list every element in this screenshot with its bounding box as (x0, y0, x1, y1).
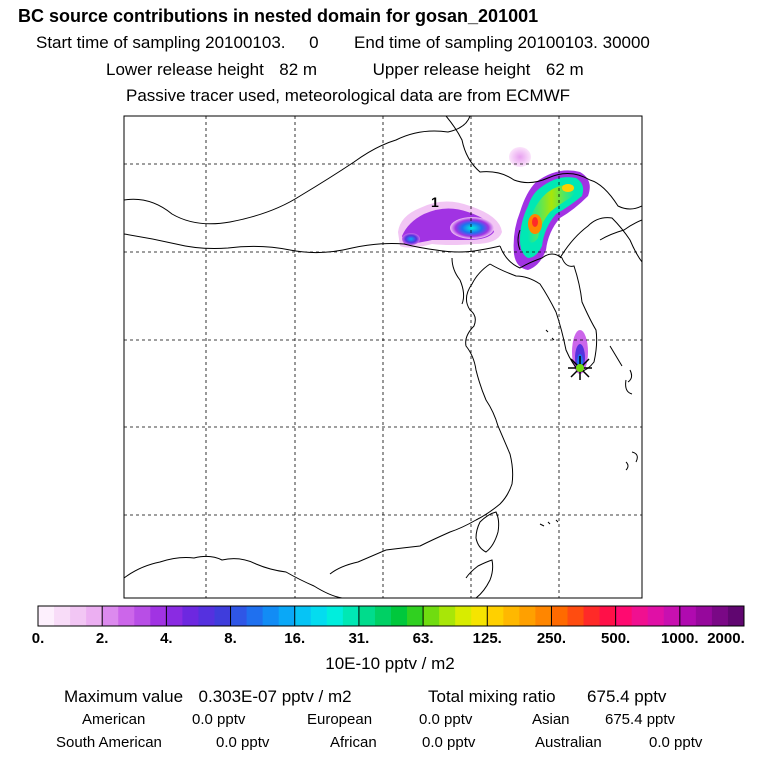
colorbar-tick-label: 4. (160, 630, 173, 647)
colorbar-swatch (663, 606, 681, 626)
colorbar-swatch (471, 606, 488, 626)
colorbar-tick-label: 8. (224, 630, 237, 647)
sampling-times: Start time of sampling 20100103. 0 End t… (36, 33, 650, 53)
max-value-row: Maximum value 0.303E-07 pptv / m2 (64, 687, 352, 707)
colorbar-swatch (407, 606, 424, 626)
upper-release-value: 62 m (545, 60, 584, 79)
colorbar-swatch (166, 606, 183, 626)
colorbar-swatch (262, 606, 280, 626)
colorbar-swatch (246, 606, 264, 626)
contrib-region-label: South American (56, 734, 162, 751)
colorbar-tick-label: 63. (413, 630, 434, 647)
colorbar-swatch (615, 606, 633, 626)
plume-northeast (509, 147, 590, 270)
colorbar-tick-label: 125. (473, 630, 502, 647)
contrib-region-value: 0.0 pptv (422, 734, 476, 751)
contrib-region-label: European (307, 711, 373, 728)
colorbar-swatch (230, 606, 248, 626)
colorbar-tick-label: 250. (537, 630, 566, 647)
colorbar-swatch (599, 606, 617, 626)
colorbar-swatch (535, 606, 552, 626)
contrib-region-value: 0.0 pptv (419, 711, 473, 728)
sampling-start-label: Start time of sampling (36, 33, 201, 52)
colorbar-swatch (198, 606, 215, 626)
colorbar-swatch (439, 606, 456, 626)
upper-release-label: Upper release height (372, 60, 531, 79)
sampling-end-label: End time of sampling (354, 33, 513, 52)
colorbar-tick-label: 2. (96, 630, 109, 647)
colorbar-swatch (647, 606, 665, 626)
contrib-region-label: Asian (532, 711, 570, 728)
contrib-region-label: American (82, 711, 146, 728)
colorbar-swatch (70, 606, 87, 626)
colorbar-swatch (118, 606, 135, 626)
colorbar-tick-label: 16. (284, 630, 305, 647)
colorbar-swatch (310, 606, 328, 626)
lower-release-value: 82 m (279, 60, 318, 79)
sampling-end-value: 20100103. 30000 (517, 33, 650, 52)
colorbar-tick-labels: 0. 2. 4. 8. 16. 31. 63. 125. 250. 500. 1000. 2000. (32, 630, 745, 647)
colorbar-swatch (150, 606, 167, 626)
colorbar-tick-label: 1000. (661, 630, 699, 647)
max-value: 0.303E-07 pptv / m2 (198, 687, 352, 706)
colorbar-swatch (134, 606, 151, 626)
colorbar-tick-label: 2000. (707, 630, 745, 647)
receptor-marker-icon (568, 356, 592, 380)
colorbar-swatch (86, 606, 103, 626)
colorbar (37, 605, 745, 627)
max-value-label: Maximum value (64, 687, 184, 706)
colorbar-swatch (695, 606, 713, 626)
colorbar-swatch (551, 606, 568, 626)
contrib-region-value: 675.4 pptv (605, 711, 676, 728)
colorbar-swatch (182, 606, 199, 626)
colorbar-swatch (294, 606, 312, 626)
sampling-start-value: 20100103. 0 (205, 33, 319, 52)
colorbar-swatch (326, 606, 344, 626)
colorbar-swatch (54, 606, 71, 626)
release-heights: Lower release height 82 m Upper release … (106, 60, 584, 80)
colorbar-swatch (391, 606, 408, 626)
chart-title: BC source contributions in nested domain… (18, 6, 539, 26)
colorbar-swatch (583, 606, 601, 626)
colorbar-swatch (711, 606, 729, 626)
colorbar-swatch (278, 606, 296, 626)
lower-release-label: Lower release height (106, 60, 264, 79)
colorbar-swatch (38, 606, 55, 626)
colorbar-swatch (631, 606, 649, 626)
colorbar-swatch (358, 606, 376, 626)
colorbar-tick-label: 500. (601, 630, 630, 647)
colorbar-swatch (727, 606, 745, 626)
colorbar-swatch (567, 606, 585, 626)
colorbar-swatch (487, 606, 504, 626)
plume-inner-mongolia (398, 201, 502, 248)
colorbar-swatch (423, 606, 440, 626)
contrib-region-value: 0.0 pptv (192, 711, 246, 728)
colorbar-swatch (374, 606, 392, 626)
total-mixing-value: 675.4 pptv (587, 687, 667, 706)
colorbar-swatch (503, 606, 520, 626)
colorbar-swatch (455, 606, 472, 626)
colorbar-tick-label: 31. (348, 630, 369, 647)
colorbar-swatch (679, 606, 697, 626)
contrib-region-value: 0.0 pptv (649, 734, 703, 751)
colorbar-units: 10E-10 pptv / m2 (325, 654, 454, 673)
cluster-label: 1 (431, 194, 439, 210)
total-mixing-row: Total mixing ratio 675.4 pptv (428, 687, 666, 707)
tracer-note: Passive tracer used, meteorological data… (126, 86, 571, 105)
contrib-region-value: 0.0 pptv (216, 734, 270, 751)
colorbar-frame (37, 605, 745, 627)
contrib-region-label: Australian (535, 734, 602, 751)
colorbar-swatch (214, 606, 232, 626)
colorbar-swatch (342, 606, 360, 626)
map-grid (124, 116, 642, 598)
contrib-region-label: African (330, 734, 377, 751)
colorbar-swatch (102, 606, 119, 626)
colorbar-swatch (519, 606, 536, 626)
total-mixing-label: Total mixing ratio (428, 687, 556, 706)
colorbar-tick-label: 0. (32, 630, 45, 647)
